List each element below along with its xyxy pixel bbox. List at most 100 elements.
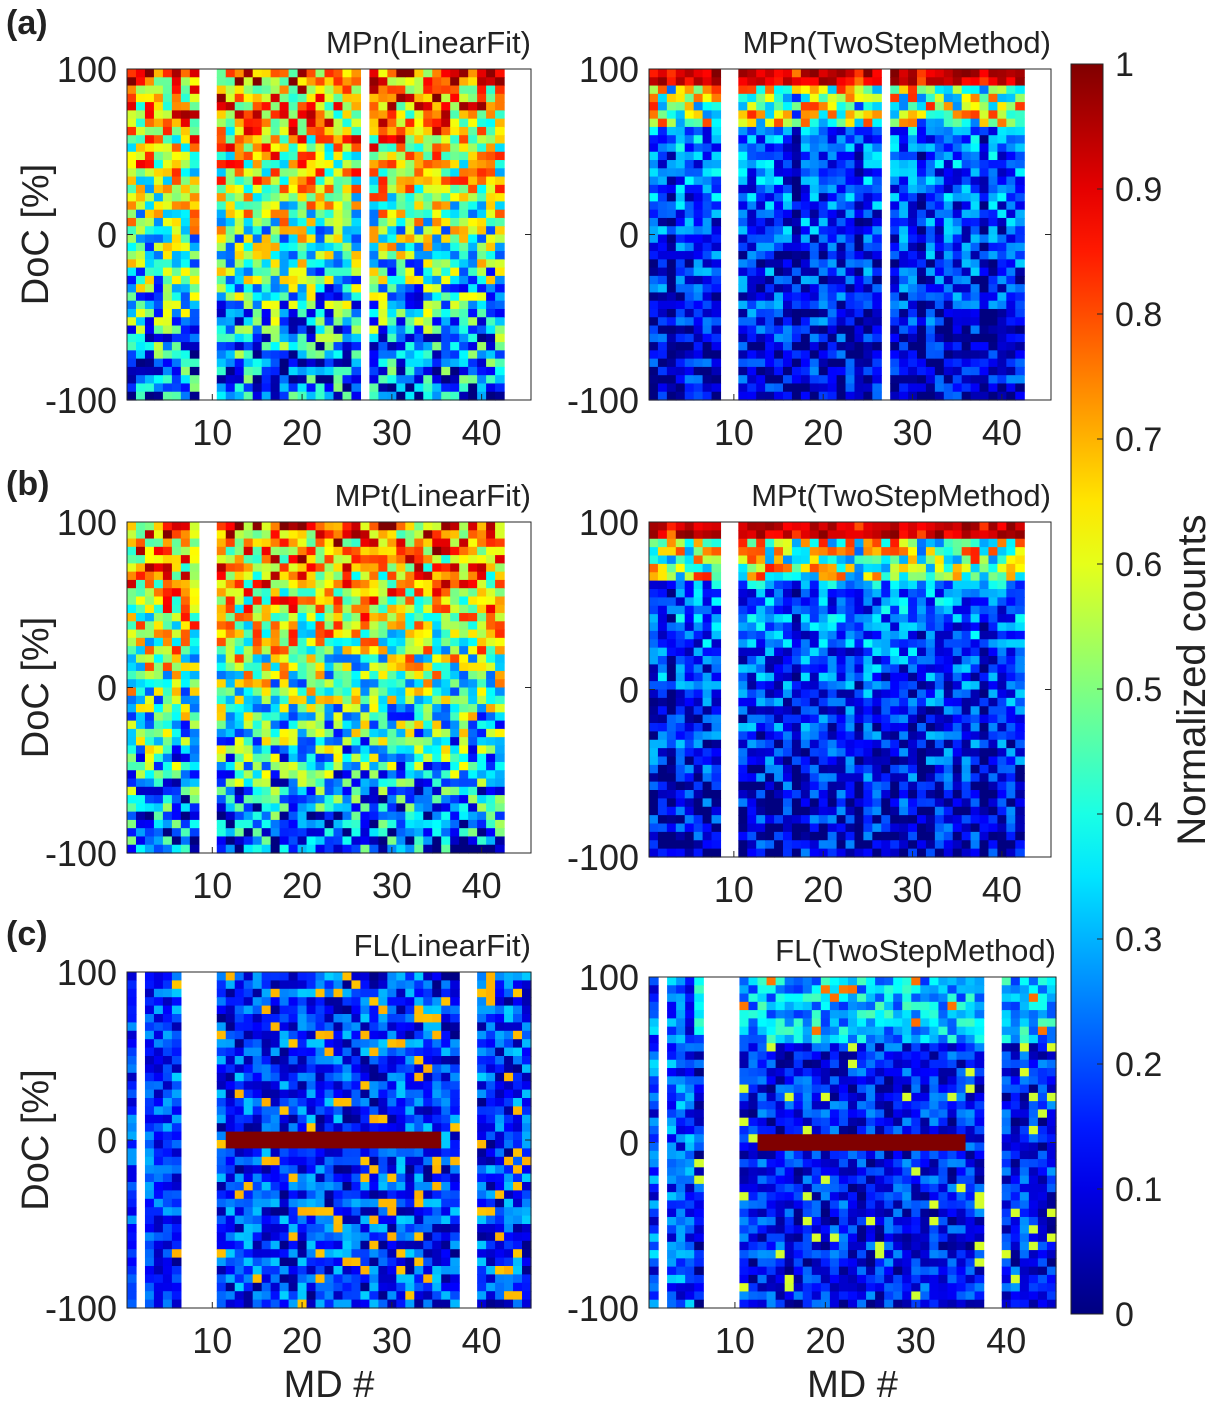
heatmap-cell [908,259,918,268]
heatmap-cell [997,168,1007,177]
heatmap-cell [441,152,451,161]
panel-label: (b) [6,465,49,503]
heatmap-cell [658,556,668,565]
heatmap-cell [685,690,695,699]
heatmap-cell [459,201,469,210]
heatmap-cell [846,309,856,318]
heatmap-cell [154,292,164,301]
heatmap-cell [694,201,704,210]
heatmap-cell [649,259,659,268]
heatmap-cell [872,119,882,128]
heatmap-cell [486,268,496,277]
heatmap-cell [307,563,317,572]
heatmap-cell [369,210,379,219]
heatmap-cell [181,160,191,169]
heatmap-cell [163,251,173,260]
heatmap-cell [926,127,936,136]
heatmap-cell [172,572,182,581]
heatmap-cell [127,251,137,260]
heatmap-cell [846,69,856,78]
heatmap-cell [450,102,460,111]
heatmap-cell [333,762,343,771]
heatmap-cell [289,135,299,144]
heatmap-cell [405,110,415,119]
heatmap-cell [495,522,505,531]
heatmap-cell [1015,276,1025,285]
heatmap-cell [890,383,900,392]
heatmap-cell [765,276,775,285]
heatmap-cell [360,803,370,812]
heatmap-cell [423,828,433,837]
heatmap-cell [459,596,469,605]
heatmap-cell [136,638,146,647]
heatmap-cell [181,94,191,103]
heatmap-cell [872,301,882,310]
heatmap-cell [685,556,695,565]
heatmap-cell [495,268,505,277]
heatmap-cell [289,836,299,845]
heatmap-cell [226,630,236,639]
heatmap-cell [953,77,963,86]
heatmap-cell [712,210,722,219]
heatmap-cell [396,284,406,293]
heatmap-cell [342,292,352,301]
heatmap-cell [917,160,927,169]
heatmap-cell [414,704,424,713]
heatmap-cell [396,392,406,401]
heatmap-cell [676,185,686,194]
heatmap-cell [163,326,173,335]
heatmap-cell [325,359,335,368]
heatmap-cell [801,292,811,301]
heatmap-cell [298,704,308,713]
heatmap-cell [988,243,998,252]
heatmap-cell [280,342,290,351]
heatmap-cell [667,798,677,807]
heatmap-cell [667,597,677,606]
heatmap-cell [810,168,820,177]
heatmap-cell [944,259,954,268]
heatmap-cell [450,613,460,622]
heatmap-cell [316,770,326,779]
heatmap-cell [181,679,191,688]
heatmap-cell [450,110,460,119]
heatmap-cell [432,770,442,779]
heatmap-cell [342,754,352,763]
heatmap-cell [333,152,343,161]
heatmap-cell [495,605,505,614]
heatmap-cell [280,547,290,556]
heatmap-cell [908,160,918,169]
heatmap-cell [154,770,164,779]
heatmap-cell [378,688,388,697]
heatmap-cell [423,185,433,194]
heatmap-cell [694,392,704,401]
heatmap-cell [792,185,802,194]
heatmap-cell [405,721,415,730]
heatmap-cell [414,177,424,186]
heatmap-cell [667,243,677,252]
heatmap-cell [253,522,263,531]
heatmap-cell [369,803,379,812]
heatmap-cell [342,375,352,384]
heatmap-cell [432,392,442,401]
heatmap-cell [226,226,236,235]
heatmap-cell [837,284,847,293]
heatmap-cell [486,572,496,581]
heatmap-cell [468,688,478,697]
heatmap-cell [325,301,335,310]
heatmap-cell [253,704,263,713]
heatmap-cell [307,292,317,301]
heatmap-cell [127,193,137,202]
heatmap-cell [127,596,137,605]
heatmap-cell [468,193,478,202]
heatmap-cell [649,235,659,244]
heatmap-cell [127,301,137,310]
heatmap-cell [387,721,397,730]
heatmap-cell [414,359,424,368]
heatmap-cell [163,276,173,285]
heatmap-cell [459,779,469,788]
heatmap-cell [828,94,838,103]
heatmap-cell [190,168,200,177]
heatmap-cell [262,259,272,268]
heatmap-cell [316,102,326,111]
heatmap-cell [253,276,263,285]
